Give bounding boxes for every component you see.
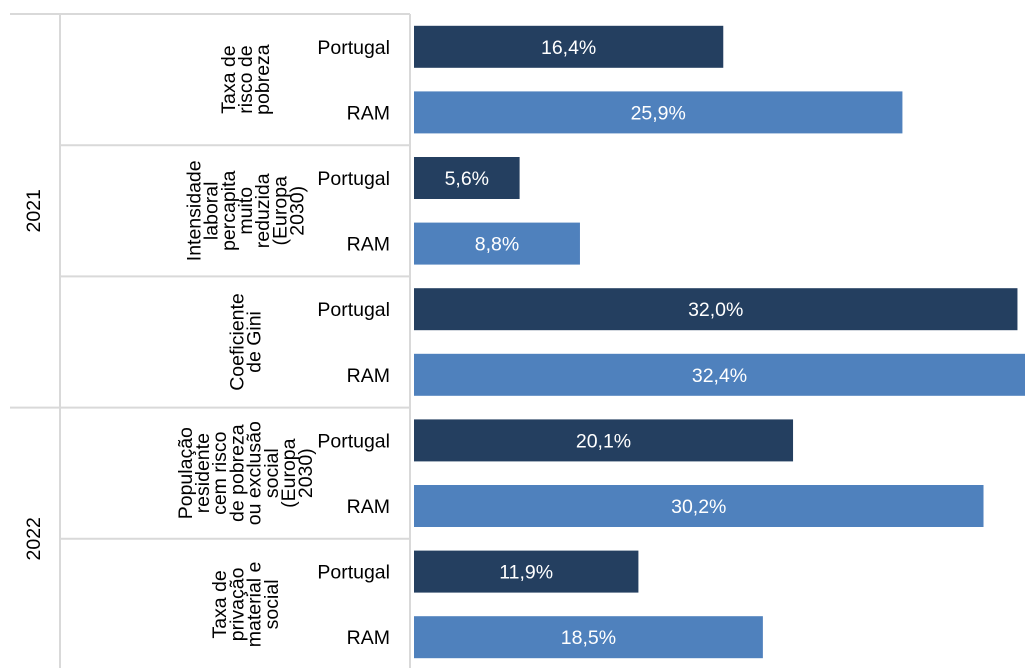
bar-2021-1-ram <box>414 91 903 134</box>
bar-2021-3-ram-value-label: 32,4% <box>692 365 747 387</box>
category-label-ram: RAM <box>347 365 390 387</box>
bar-2022-1-portugal <box>414 419 794 462</box>
category-label-portugal: Portugal <box>317 562 390 584</box>
category-label-portugal: Portugal <box>317 430 390 452</box>
bar-2021-2-ram <box>414 222 580 265</box>
category-label-portugal: Portugal <box>317 37 390 59</box>
bar-2021-3-portugal-value-label: 32,0% <box>688 299 743 321</box>
bar-2022-2-ram-value-label: 18,5% <box>561 627 616 649</box>
group-label-2021-2: Intensidadelaboralpercapitamuitoreduzida… <box>183 160 308 261</box>
year-label-2021: 2021 <box>23 189 45 232</box>
bar-2021-1-portugal <box>414 25 724 68</box>
group-label-2022-2: Taxa deprivaçãomaterial esocial <box>209 562 283 648</box>
bar-2021-1-portugal-value-label: 16,4% <box>541 37 596 59</box>
category-label-ram: RAM <box>347 234 390 256</box>
group-label-2022-1: Populaçãoresidentecem riscode pobrezaou … <box>175 421 317 525</box>
bar-2022-2-portugal <box>414 550 639 593</box>
bar-2021-3-ram <box>414 353 1025 396</box>
bar-2021-3-portugal <box>414 288 1018 331</box>
bar-2022-2-ram <box>414 616 763 659</box>
category-label-portugal: Portugal <box>317 299 390 321</box>
bar-2021-2-portugal <box>414 157 520 199</box>
category-label-ram: RAM <box>347 102 390 124</box>
bar-2022-1-portugal-value-label: 20,1% <box>576 430 631 452</box>
bar-2021-2-portugal-value-label: 5,6% <box>445 168 489 190</box>
year-label-2022: 2022 <box>23 517 45 560</box>
bar-2021-2-ram-value-label: 8,8% <box>475 234 519 256</box>
bar-2022-1-ram <box>414 485 984 527</box>
category-label-ram: RAM <box>347 627 390 649</box>
category-label-portugal: Portugal <box>317 168 390 190</box>
bar-2022-1-ram-value-label: 30,2% <box>671 496 726 518</box>
group-label-2021-3: Coeficientede Gini <box>226 293 265 391</box>
group-label-2021-1: Taxa derisco depobreza <box>218 44 274 115</box>
bar-2022-2-portugal-value-label: 11,9% <box>499 562 553 584</box>
bar-2021-1-ram-value-label: 25,9% <box>631 102 686 124</box>
category-label-ram: RAM <box>347 496 390 518</box>
